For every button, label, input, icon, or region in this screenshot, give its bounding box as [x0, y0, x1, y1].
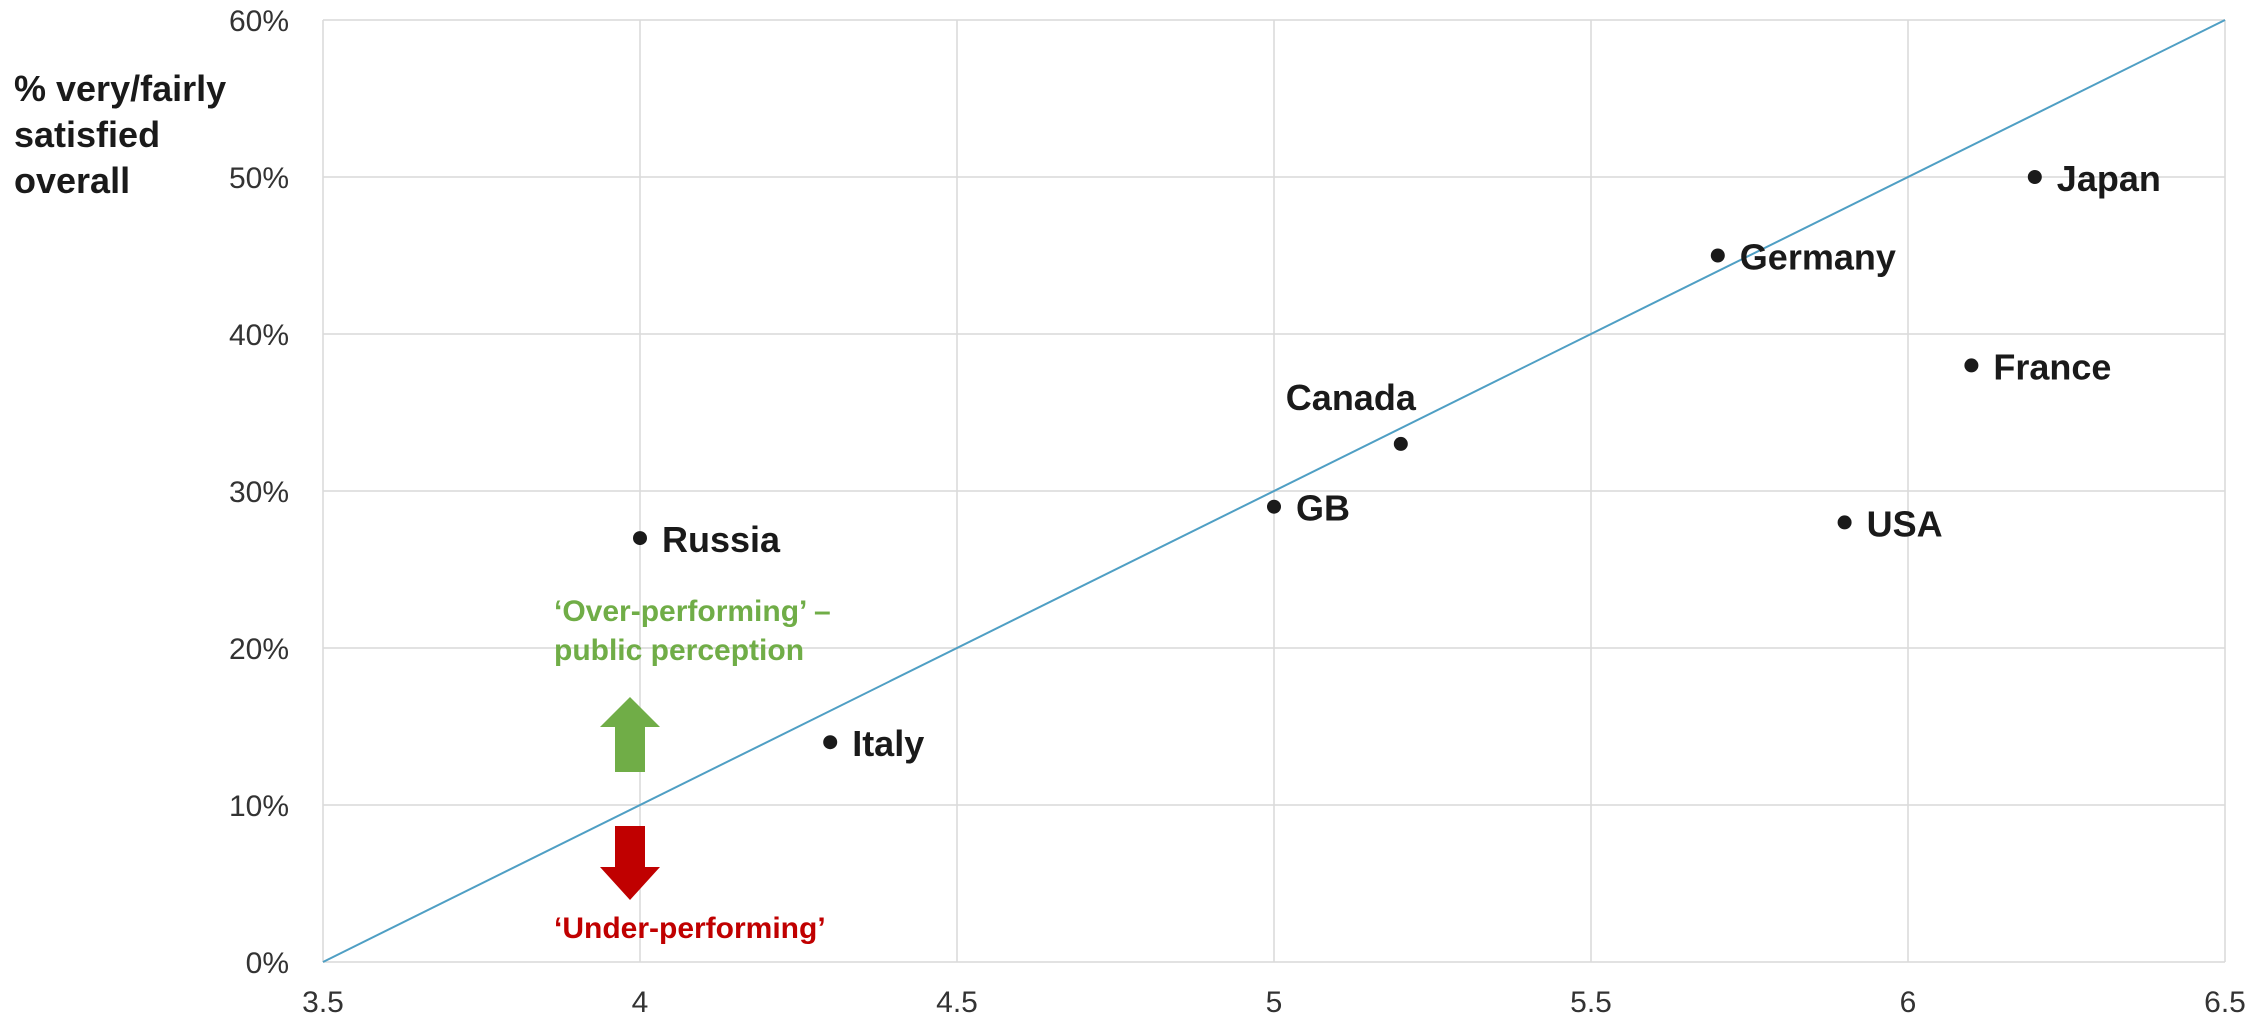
y-tick-label: 20% [229, 633, 289, 666]
x-tick-label: 3.5 [302, 986, 344, 1019]
y-axis-label-line: overall [14, 160, 131, 201]
data-point [1964, 358, 1979, 373]
point-label: USA [1867, 503, 1943, 544]
data-point [1710, 248, 1725, 263]
point-label: GB [1296, 488, 1350, 529]
x-tick-label: 4.5 [936, 986, 978, 1019]
data-point [1393, 436, 1408, 451]
point-label: Germany [1740, 237, 1896, 278]
down-arrow-icon [600, 826, 660, 900]
annotation-arrows [600, 697, 660, 900]
y-axis-label-line: % very/fairly [14, 68, 227, 109]
reference-line-group [322, 19, 2226, 963]
over-performing-annotation: ‘Over-performing’ – public perception [554, 592, 831, 670]
y-axis-label: % very/fairly satisfied overall [14, 66, 226, 204]
y-tick-label: 10% [229, 790, 289, 823]
x-tick-label: 5 [1266, 986, 1283, 1019]
y-tick-label: 60% [229, 5, 289, 38]
y-tick-label: 0% [246, 947, 289, 980]
point-label: Japan [2057, 158, 2161, 199]
y-axis-label-line: satisfied [14, 114, 161, 155]
data-points: Russia Italy GB Canada Germany USA France Japan [633, 158, 2161, 764]
x-tick-label: 4 [632, 986, 649, 1019]
point-label: Canada [1286, 377, 1417, 418]
x-tick-label: 6.5 [2204, 986, 2246, 1019]
point-label: Italy [852, 723, 924, 764]
data-point [823, 735, 838, 750]
data-point [2027, 170, 2042, 184]
y-tick-label: 30% [229, 476, 289, 509]
axis-ticks: 3.5 4 4.5 5 5.5 6 6.5 0% 10% 20% 30% 40% 50% 60% [229, 5, 2246, 1019]
data-point [1837, 515, 1852, 530]
reference-line [322, 19, 2226, 963]
x-tick-label: 5.5 [1570, 986, 1612, 1019]
data-point [1267, 499, 1281, 514]
point-label: Russia [662, 519, 781, 560]
under-performing-annotation: ‘Under-performing’ [554, 912, 826, 945]
y-tick-label: 40% [229, 319, 289, 352]
over-performing-line: ‘Over-performing’ – [554, 595, 831, 628]
over-performing-line: public perception [554, 634, 805, 667]
x-tick-label: 6 [1900, 986, 1917, 1019]
y-tick-label: 50% [229, 162, 289, 195]
data-point [633, 531, 647, 546]
point-label: France [1993, 346, 2111, 387]
up-arrow-icon [600, 697, 660, 772]
